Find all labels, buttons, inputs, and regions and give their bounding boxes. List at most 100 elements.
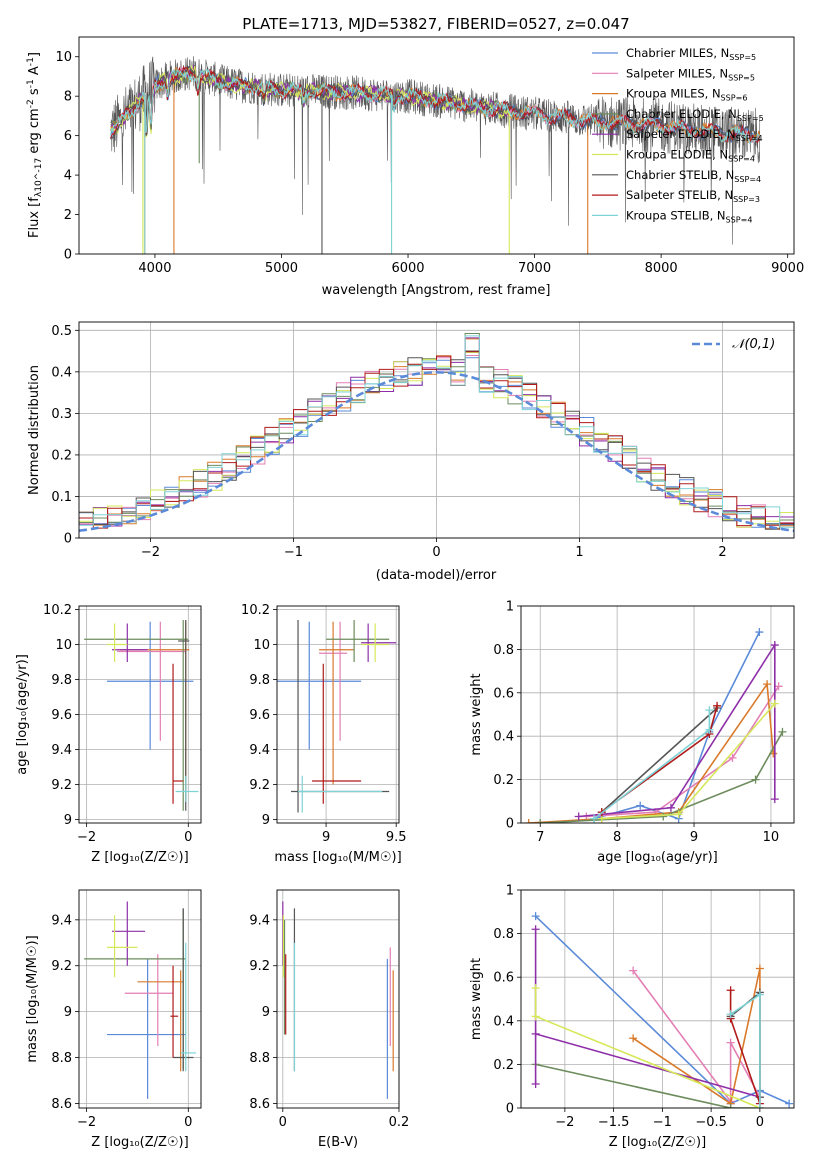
axes-frame: [78, 605, 202, 824]
gaussian-curve: [79, 370, 794, 532]
errorbar-point-chabrier-miles: [277, 621, 362, 750]
series-line: [601, 703, 776, 820]
x-axis-label: age [log₁₀(age/yr)]: [597, 850, 718, 865]
series-salpeter-elodie: [574, 641, 779, 821]
plus-marker: [774, 682, 783, 691]
plus-marker: [770, 795, 779, 804]
plus-marker: [755, 1104, 764, 1108]
model-spectrum-salpeter-stelib: [110, 65, 760, 144]
plus-marker: [755, 628, 764, 637]
plus-marker: [574, 812, 583, 821]
legend-label: Chabrier ELODIE, NSSP=5​: [626, 107, 764, 123]
x-tick-label: −1.5: [598, 1115, 630, 1130]
series-kroupa-elodie: [597, 699, 779, 823]
plot-area-age_vs_Z: [84, 620, 199, 811]
series-line: [535, 1063, 760, 1108]
errorbar-point-chabrier-elodie: [326, 620, 390, 662]
axes-frame: [520, 605, 795, 824]
plot-layer: 4000 5000 6000 7000 8000 90000246810wavelengt…: [15, 36, 804, 1150]
y-tick-label: 0.8: [493, 643, 514, 658]
y-tick-label: 0.6: [493, 971, 514, 986]
x-tick-label: 9: [322, 830, 330, 845]
plus-marker: [666, 803, 675, 812]
y-tick-label: 8.6: [249, 1097, 270, 1112]
legend-label: Salpeter ELODIE, NSSP=4​: [626, 127, 763, 143]
plus-marker: [726, 1010, 735, 1019]
model-spectrum-kroupa-stelib: [110, 68, 761, 144]
series-line: [578, 642, 776, 818]
observed-spectrum: [110, 56, 761, 245]
series-line: [632, 968, 761, 1108]
plot-area-residuals: [79, 333, 794, 532]
y-axis-label: mass [log₁₀(M/M☉)]: [25, 935, 40, 1062]
errorbar-point-salpeter-miles: [117, 621, 186, 741]
plus-marker: [755, 964, 764, 973]
y-tick-label: 1: [506, 600, 514, 615]
y-tick-label: 9: [262, 1005, 270, 1020]
plus-marker: [778, 727, 787, 736]
plus-marker: [713, 701, 722, 710]
errorbar-point-salpeter-miles: [124, 954, 174, 1047]
x-tick-label: −2: [77, 1115, 96, 1130]
axes-age_vs_Z: −2 0 9 9.2 9.4 9.6 9.8 10 10.2 Z [log₁₀(Z/Z☉)] age…: [15, 603, 202, 865]
x-tick-label: 6000: [391, 261, 424, 276]
y-tick-label: 9.4: [51, 913, 72, 928]
y-axis-label: age [log₁₀(age/yr)]: [15, 654, 30, 775]
y-tick-label: 0: [506, 817, 514, 832]
series-salpeter-miles: [629, 966, 764, 1106]
figure-title: PLATE=1713, MJD=53827, FIBERID=0527, z=0…: [242, 15, 629, 33]
plus-marker: [536, 819, 545, 823]
y-tick-label: 0.5: [51, 324, 72, 339]
plot-area-mass_vs_ebv: [282, 901, 394, 1099]
y-tick-label: 9.6: [51, 708, 72, 723]
errorbar-point-salpeter-stelib: [170, 965, 179, 1058]
plus-marker: [726, 1104, 735, 1108]
y-tick-label: 8.6: [51, 1097, 72, 1112]
y-axis-label: mass weight: [469, 673, 484, 755]
y-tick-label: 0.1: [51, 490, 72, 505]
x-tick-label: 5000: [265, 261, 298, 276]
errorbar-point-salpeter-elodie: [112, 901, 146, 966]
legend-label: Kroupa MILES, NSSP=6​: [626, 87, 747, 103]
errorbar-point-kroupa-miles: [319, 621, 355, 785]
x-tick-label: 0: [279, 1115, 287, 1130]
errorbar-point-kroupa-miles: [137, 970, 184, 1072]
plus-marker: [531, 1012, 540, 1021]
x-tick-label: 10: [763, 830, 780, 845]
errorbar-point-kroupa-stelib: [175, 775, 199, 802]
series-chabrier-miles: [590, 628, 764, 823]
x-tick-label: 0: [432, 545, 440, 560]
errorbar-point-salpeter-elodie: [361, 623, 397, 662]
plus-marker: [629, 966, 638, 975]
plus-marker: [728, 753, 737, 762]
series-line: [586, 685, 780, 818]
series-line: [601, 707, 718, 813]
y-tick-label: 0.2: [493, 1058, 514, 1073]
y-tick-label: 0: [506, 1102, 514, 1117]
series-chabrier-miles: [531, 912, 794, 1108]
errorbar-point-salpeter-stelib: [312, 663, 362, 804]
y-tick-label: 9: [64, 1005, 72, 1020]
y-tick-label: 8: [64, 90, 72, 105]
x-axis-label: (data-model)/error: [376, 568, 497, 583]
y-tick-label: 6: [64, 129, 72, 144]
y-axis-label: mass weight: [469, 958, 484, 1040]
errorbar-point-kroupa-elodie: [106, 915, 138, 978]
y-tick-label: 9.2: [249, 778, 270, 793]
axes-mass_weight_vs_Z: −2 −1.5 −1 −0.5 0 0 0.2 0.4 0.6 0.8 1 Z [log₁₀(Z/Z☉…: [469, 884, 795, 1150]
y-tick-label: 9.2: [51, 778, 72, 793]
x-tick-label: 9000: [771, 261, 804, 276]
series-salpeter-elodie: [531, 925, 764, 1102]
legend-label: Salpeter STELIB, NSSP=3​: [626, 188, 760, 204]
plus-marker: [785, 1099, 794, 1108]
plus-marker: [726, 1038, 735, 1047]
x-tick-label: 0.2: [389, 1115, 410, 1130]
y-tick-label: 0.3: [51, 407, 72, 422]
y-axis-label: Normed distribution: [27, 365, 42, 495]
axes-spectrum: 4000 5000 6000 7000 8000 9000 0 2 4 6 8 10 wavelengt…: [26, 36, 804, 298]
x-tick-label: −2: [77, 830, 96, 845]
y-tick-label: 9.4: [51, 743, 72, 758]
plus-marker: [770, 699, 779, 708]
errorbar-point-chabrier-miles: [106, 958, 186, 1099]
errorbar-point-chabrier-stelib: [173, 908, 194, 1072]
